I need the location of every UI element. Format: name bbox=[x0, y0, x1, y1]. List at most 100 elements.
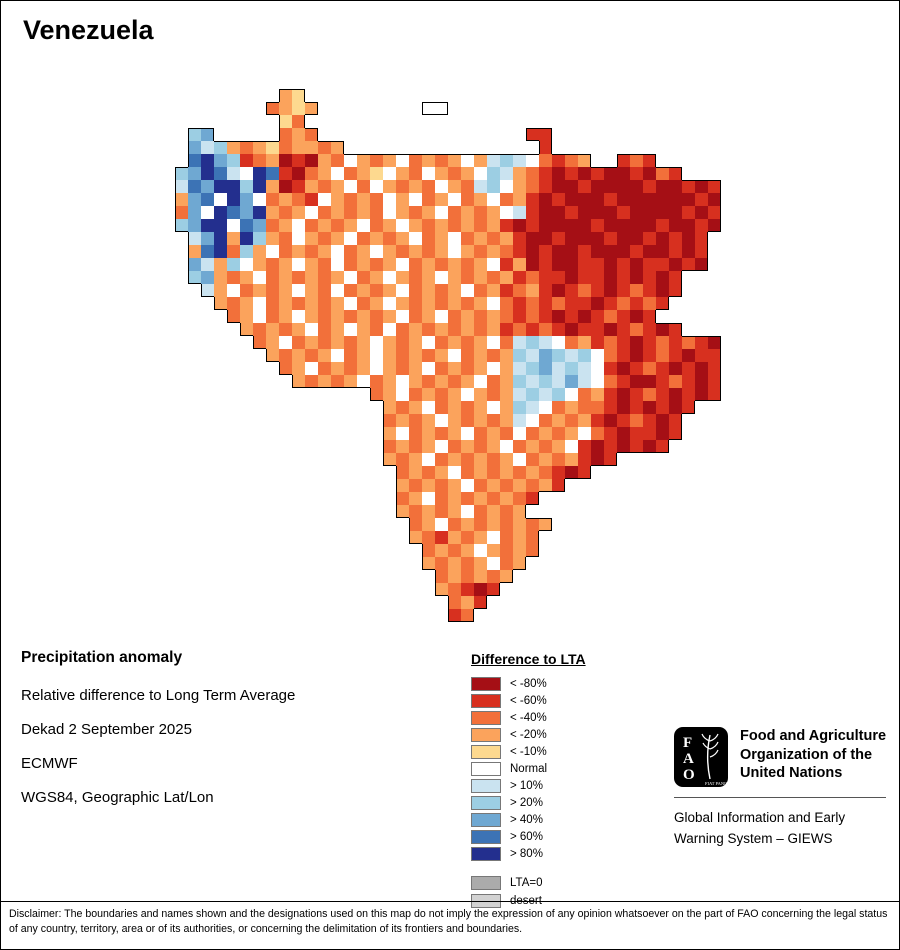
map-cell bbox=[487, 505, 500, 518]
map-cell bbox=[630, 440, 643, 453]
map-cell bbox=[201, 180, 214, 193]
map-cell bbox=[396, 323, 409, 336]
map-cell bbox=[513, 440, 526, 453]
map-cell bbox=[617, 440, 630, 453]
map-cell bbox=[487, 583, 500, 596]
map-cell bbox=[526, 258, 539, 271]
map-cell bbox=[253, 336, 266, 349]
map-cell bbox=[591, 362, 604, 375]
map-cell bbox=[448, 271, 461, 284]
map-cell bbox=[292, 154, 305, 167]
map-cell bbox=[552, 323, 565, 336]
map-cell bbox=[526, 206, 539, 219]
map-cell bbox=[552, 284, 565, 297]
map-cell bbox=[422, 362, 435, 375]
map-cell bbox=[292, 349, 305, 362]
map-cell bbox=[578, 154, 591, 167]
map-cell bbox=[292, 180, 305, 193]
map-cell bbox=[253, 180, 266, 193]
map-cell bbox=[643, 427, 656, 440]
map-cell bbox=[331, 297, 344, 310]
map-cell bbox=[370, 245, 383, 258]
map-cell bbox=[695, 362, 708, 375]
map-cell bbox=[656, 297, 669, 310]
map-cell bbox=[409, 362, 422, 375]
map-cell bbox=[513, 219, 526, 232]
map-cell bbox=[461, 219, 474, 232]
map-cell bbox=[214, 297, 227, 310]
map-cell bbox=[591, 180, 604, 193]
map-cell bbox=[669, 284, 682, 297]
map-cell bbox=[422, 232, 435, 245]
map-cell bbox=[422, 388, 435, 401]
map-cell bbox=[474, 518, 487, 531]
map-cell bbox=[422, 518, 435, 531]
legend-label: < -10% bbox=[510, 745, 547, 758]
map-cell bbox=[240, 141, 253, 154]
map-cell bbox=[461, 505, 474, 518]
map-cell bbox=[656, 232, 669, 245]
map-cell bbox=[214, 219, 227, 232]
map-cell bbox=[591, 323, 604, 336]
map-cell bbox=[396, 479, 409, 492]
map-cell bbox=[422, 466, 435, 479]
map-cell bbox=[396, 492, 409, 505]
map-cell bbox=[461, 544, 474, 557]
map-cell bbox=[266, 349, 279, 362]
map-cell bbox=[630, 427, 643, 440]
map-cell bbox=[240, 219, 253, 232]
map-cell bbox=[305, 128, 318, 141]
map-cell bbox=[448, 193, 461, 206]
map-cell bbox=[656, 336, 669, 349]
map-cell bbox=[552, 414, 565, 427]
map-cell bbox=[253, 167, 266, 180]
map-cell bbox=[448, 505, 461, 518]
legend: Difference to LTA < -80% < -60% < -40% < -2… bbox=[471, 651, 661, 910]
map-cell bbox=[565, 284, 578, 297]
map-cell bbox=[383, 414, 396, 427]
map-cell bbox=[643, 245, 656, 258]
map-cell bbox=[539, 401, 552, 414]
map-cell bbox=[708, 362, 721, 375]
map-cell bbox=[539, 154, 552, 167]
map-cell bbox=[435, 583, 448, 596]
map-cell bbox=[279, 258, 292, 271]
map-cell bbox=[617, 180, 630, 193]
map-cell bbox=[344, 258, 357, 271]
map-cell bbox=[487, 570, 500, 583]
map-cell bbox=[656, 401, 669, 414]
map-cell bbox=[591, 453, 604, 466]
map-cell bbox=[435, 219, 448, 232]
map-cell bbox=[526, 232, 539, 245]
map-cell bbox=[461, 375, 474, 388]
map-cell bbox=[318, 245, 331, 258]
map-cell bbox=[201, 284, 214, 297]
map-cell bbox=[513, 362, 526, 375]
map-cell bbox=[578, 193, 591, 206]
map-cell bbox=[370, 180, 383, 193]
map-cell bbox=[578, 323, 591, 336]
map-cell bbox=[682, 336, 695, 349]
map-cell bbox=[435, 154, 448, 167]
map-cell bbox=[383, 219, 396, 232]
map-cell bbox=[422, 531, 435, 544]
map-cell bbox=[435, 258, 448, 271]
map-cell bbox=[344, 154, 357, 167]
map-cell bbox=[487, 167, 500, 180]
map-cell bbox=[383, 375, 396, 388]
map-cell bbox=[513, 232, 526, 245]
map-cell bbox=[435, 193, 448, 206]
map-cell bbox=[539, 440, 552, 453]
map-cell bbox=[279, 310, 292, 323]
map-cell bbox=[604, 180, 617, 193]
map-cell bbox=[565, 245, 578, 258]
map-cell bbox=[513, 544, 526, 557]
map-cell bbox=[344, 284, 357, 297]
map-cell bbox=[604, 401, 617, 414]
legend-swatch bbox=[471, 812, 501, 827]
map-cell bbox=[474, 544, 487, 557]
svg-text:FIAT PANIS: FIAT PANIS bbox=[705, 781, 728, 786]
map-cell bbox=[435, 531, 448, 544]
map-cell bbox=[461, 323, 474, 336]
map-cell bbox=[604, 310, 617, 323]
